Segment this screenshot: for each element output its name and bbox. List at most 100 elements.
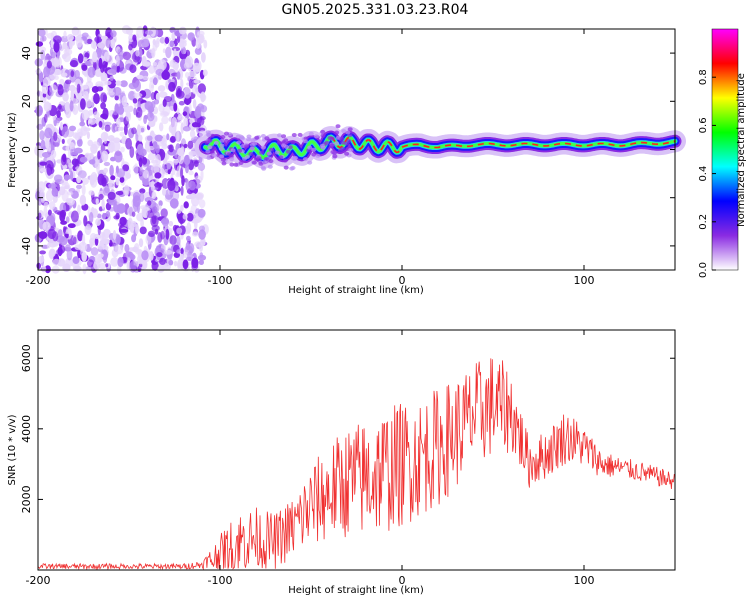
noise-blob: [42, 93, 47, 98]
noise-blob: [172, 62, 179, 70]
ridge-speckle: [218, 147, 224, 151]
noise-blob: [173, 260, 178, 267]
ridge-speckle: [291, 133, 297, 137]
colorbar: 0.0 0.2 0.4 0.6 0.8 Normalized spectral ampl…: [698, 28, 747, 278]
noise-blob: [195, 193, 204, 201]
noise-blob: [170, 135, 176, 143]
noise-blob: [197, 162, 206, 171]
noise-blob: [138, 157, 143, 168]
noise-blob: [45, 140, 50, 149]
noise-blob: [147, 200, 152, 206]
noise-blob: [177, 147, 184, 157]
spectrogram-ylabel: Frequency (Hz): [7, 112, 18, 188]
noise-blob: [69, 100, 74, 112]
ridge-speckle: [338, 148, 343, 153]
noise-blob: [103, 167, 109, 174]
ridge-speckle: [287, 145, 293, 150]
ridge-speckle: [220, 135, 226, 139]
noise-blob: [97, 42, 105, 49]
noise-blob: [38, 212, 42, 219]
noise-blob: [68, 162, 73, 169]
ridge-speckle: [207, 145, 213, 150]
noise-blob: [194, 47, 202, 55]
noise-blob: [180, 122, 184, 134]
ridge-speckle: [308, 131, 314, 136]
ridge-speckle: [264, 136, 270, 141]
noise-blob: [202, 69, 208, 77]
noise-blob: [86, 38, 93, 45]
noise-blob: [182, 125, 191, 132]
noise-blob: [191, 122, 199, 128]
noise-blob: [115, 55, 120, 67]
noise-blob: [38, 29, 46, 37]
noise-blob: [90, 247, 99, 256]
noise-blob: [112, 110, 118, 116]
ridge-speckle: [277, 133, 282, 138]
noise-blob: [144, 101, 154, 111]
noise-blob: [89, 174, 95, 186]
noise-blob: [139, 226, 147, 235]
ridge-speckle: [230, 148, 236, 153]
ridge-speckle: [313, 134, 319, 139]
noise-blob: [183, 86, 192, 99]
noise-blob: [72, 150, 79, 156]
noise-blob: [199, 199, 206, 209]
noise-blob: [165, 228, 170, 240]
ridge-speckle: [240, 144, 246, 149]
noise-blob: [184, 49, 191, 57]
noise-blob: [160, 208, 168, 218]
noise-blob: [191, 257, 199, 269]
noise-blob: [167, 169, 171, 175]
noise-blob: [63, 48, 73, 56]
noise-blob: [116, 118, 121, 128]
noise-blob: [100, 102, 106, 110]
noise-blob: [38, 231, 48, 240]
noise-blob: [73, 265, 82, 272]
noise-blob: [135, 50, 140, 57]
noise-blob: [122, 164, 130, 172]
noise-blob: [148, 251, 154, 261]
noise-blob: [168, 81, 176, 92]
noise-blob: [98, 120, 103, 128]
noise-blob: [144, 30, 154, 35]
ridge-speckle: [224, 138, 229, 143]
noise-blob: [93, 261, 101, 270]
noise-blob: [199, 252, 204, 259]
noise-blob: [61, 53, 67, 60]
noise-blob: [78, 241, 88, 252]
noise-blob: [65, 216, 70, 224]
noise-blob: [98, 57, 103, 70]
noise-blob: [82, 91, 89, 100]
noise-blob: [152, 77, 158, 86]
noise-blob: [188, 151, 193, 160]
noise-blob: [97, 173, 105, 186]
noise-blob: [78, 89, 85, 96]
noise-blob: [185, 195, 193, 200]
noise-blob: [76, 184, 82, 190]
noise-blob: [110, 30, 117, 38]
noise-blob: [102, 212, 106, 220]
noise-blob: [185, 72, 190, 78]
noise-blob: [169, 40, 175, 48]
noise-blob: [157, 265, 165, 273]
noise-blob: [35, 105, 43, 117]
noise-blob: [168, 220, 174, 227]
noise-blob: [55, 117, 61, 124]
noise-blob: [141, 250, 149, 261]
noise-blob: [97, 243, 105, 250]
noise-blob: [36, 262, 41, 269]
noise-blob: [146, 135, 153, 141]
noise-blob: [151, 224, 160, 232]
noise-blob: [115, 190, 124, 196]
noise-blob: [82, 263, 87, 275]
ridge-speckle: [335, 124, 341, 129]
ridge-speckle: [254, 135, 260, 140]
noise-blob: [57, 246, 63, 257]
noise-blob: [177, 208, 182, 215]
noise-blob: [62, 226, 67, 234]
noise-blob: [149, 80, 155, 93]
noise-blob: [104, 80, 112, 86]
ridge-speckle: [211, 153, 217, 158]
noise-blob: [193, 79, 200, 84]
